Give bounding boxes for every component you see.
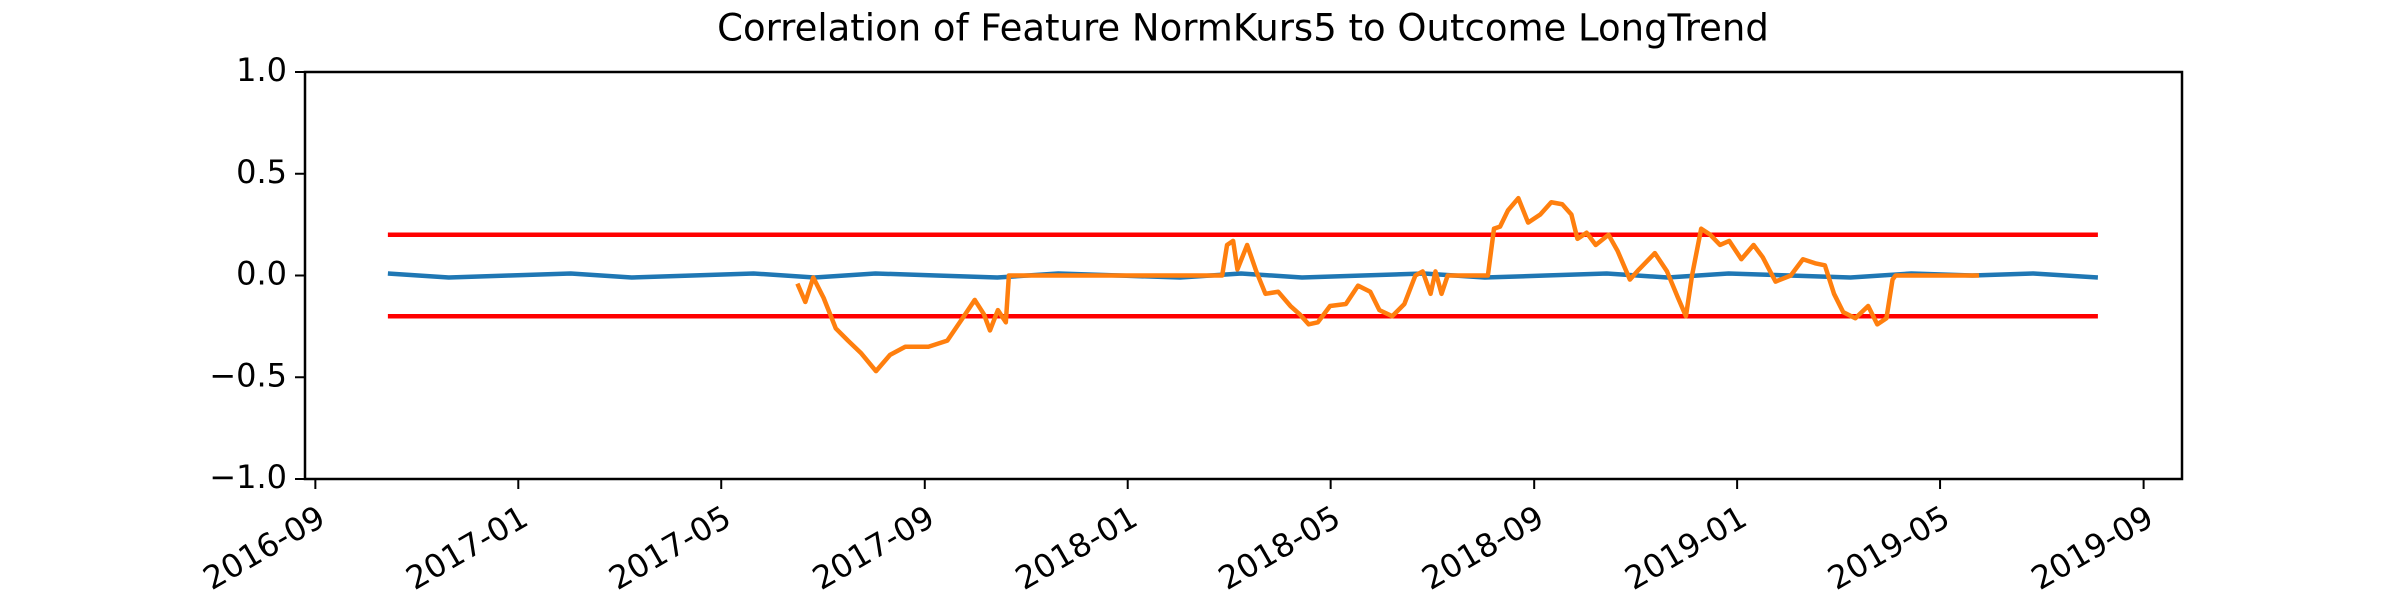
- y-tick-label: 1.0: [236, 51, 287, 89]
- y-tick-label: −0.5: [209, 356, 287, 394]
- chart-title: Correlation of Feature NormKurs5 to Outc…: [717, 7, 1769, 50]
- y-tick-label: 0.0: [236, 255, 287, 293]
- line-series: [387, 271, 2099, 280]
- line-series: [795, 195, 1980, 374]
- y-tick-label: 0.5: [236, 153, 287, 191]
- plot-frame: [303, 70, 2184, 481]
- y-tick-label: −1.0: [209, 458, 287, 496]
